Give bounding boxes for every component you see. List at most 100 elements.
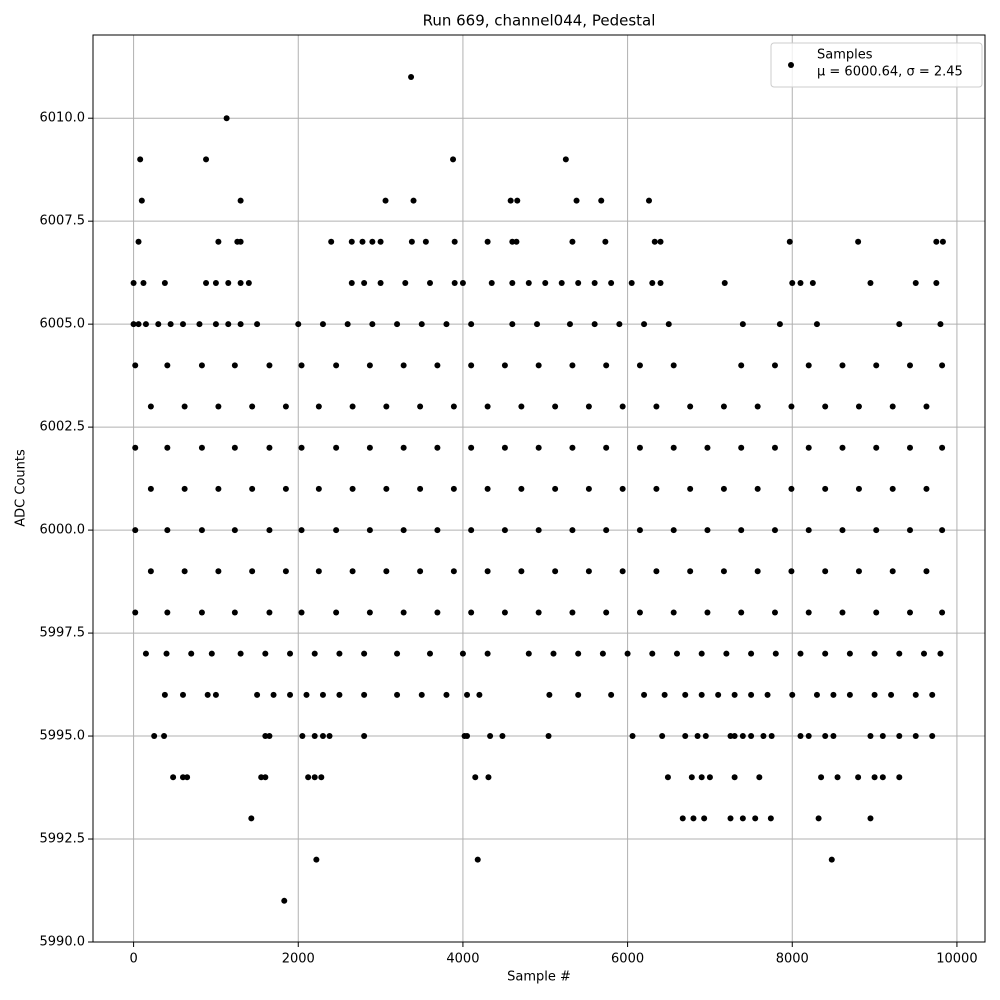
- data-point: [805, 362, 812, 369]
- data-point: [468, 609, 475, 616]
- x-tick-label: 4000: [446, 952, 479, 967]
- data-point: [181, 403, 188, 410]
- data-point: [721, 279, 728, 286]
- data-point: [641, 691, 648, 698]
- data-point: [333, 444, 340, 451]
- data-point: [855, 485, 862, 492]
- data-point: [939, 238, 946, 245]
- data-point: [237, 321, 244, 328]
- data-point: [704, 527, 711, 534]
- data-point: [513, 238, 520, 245]
- data-point: [468, 444, 475, 451]
- data-point: [535, 609, 542, 616]
- data-point: [879, 733, 886, 740]
- data-point: [873, 609, 880, 616]
- data-point: [889, 403, 896, 410]
- y-tick-label: 6010.0: [40, 111, 86, 126]
- data-point: [282, 403, 289, 410]
- data-point: [245, 279, 252, 286]
- legend: Samples μ = 6000.64, σ = 2.45: [770, 42, 983, 88]
- data-point: [328, 238, 335, 245]
- data-point: [443, 691, 450, 698]
- data-point: [484, 485, 491, 492]
- data-point: [142, 650, 149, 657]
- data-point: [215, 485, 222, 492]
- data-point: [939, 362, 946, 369]
- data-point: [282, 485, 289, 492]
- data-point: [818, 774, 825, 781]
- data-point: [786, 238, 793, 245]
- data-point: [896, 733, 903, 740]
- data-point: [181, 485, 188, 492]
- data-point: [287, 650, 294, 657]
- data-point: [266, 733, 273, 740]
- data-point: [450, 568, 457, 575]
- data-point: [702, 733, 709, 740]
- data-point: [754, 568, 761, 575]
- x-axis-label: Sample #: [507, 970, 571, 985]
- data-point: [394, 650, 401, 657]
- data-point: [768, 733, 775, 740]
- data-point: [575, 279, 582, 286]
- data-point: [336, 691, 343, 698]
- data-point: [591, 279, 598, 286]
- data-point: [179, 691, 186, 698]
- data-point: [184, 774, 191, 781]
- data-point: [670, 609, 677, 616]
- data-point: [839, 609, 846, 616]
- data-point: [629, 733, 636, 740]
- data-point: [653, 403, 660, 410]
- data-point: [281, 897, 288, 904]
- data-point: [196, 321, 203, 328]
- data-point: [198, 444, 205, 451]
- data-point: [764, 691, 771, 698]
- data-point: [248, 815, 255, 822]
- data-point: [698, 691, 705, 698]
- data-point: [731, 733, 738, 740]
- data-point: [867, 279, 874, 286]
- data-point: [262, 733, 269, 740]
- data-point: [706, 774, 713, 781]
- data-point: [619, 403, 626, 410]
- data-point: [788, 485, 795, 492]
- data-point: [739, 321, 746, 328]
- data-point: [619, 568, 626, 575]
- data-point: [767, 815, 774, 822]
- data-point: [383, 403, 390, 410]
- data-point: [318, 774, 325, 781]
- data-point: [923, 485, 930, 492]
- data-point: [661, 691, 668, 698]
- data-point: [418, 321, 425, 328]
- data-point: [546, 691, 553, 698]
- legend-box: [770, 42, 983, 88]
- data-point: [855, 568, 862, 575]
- data-point: [731, 691, 738, 698]
- data-point: [132, 527, 139, 534]
- data-point: [939, 527, 946, 534]
- data-point: [426, 650, 433, 657]
- data-point: [518, 485, 525, 492]
- data-point: [569, 238, 576, 245]
- data-point: [147, 403, 154, 410]
- data-point: [871, 774, 878, 781]
- data-point: [450, 156, 457, 163]
- data-point: [939, 609, 946, 616]
- data-point: [231, 527, 238, 534]
- data-point: [815, 815, 822, 822]
- data-point: [933, 279, 940, 286]
- data-point: [509, 321, 516, 328]
- data-point: [789, 691, 796, 698]
- data-point: [305, 774, 312, 781]
- data-point: [659, 733, 666, 740]
- y-axis-label: ADC Counts: [14, 449, 29, 527]
- data-point: [198, 362, 205, 369]
- y-tick-label: 6005.0: [40, 317, 86, 332]
- data-point: [846, 691, 853, 698]
- data-point: [319, 733, 326, 740]
- data-point: [687, 403, 694, 410]
- data-point: [507, 197, 514, 204]
- data-point: [855, 238, 862, 245]
- data-point: [619, 485, 626, 492]
- data-point: [602, 238, 609, 245]
- data-point: [608, 691, 615, 698]
